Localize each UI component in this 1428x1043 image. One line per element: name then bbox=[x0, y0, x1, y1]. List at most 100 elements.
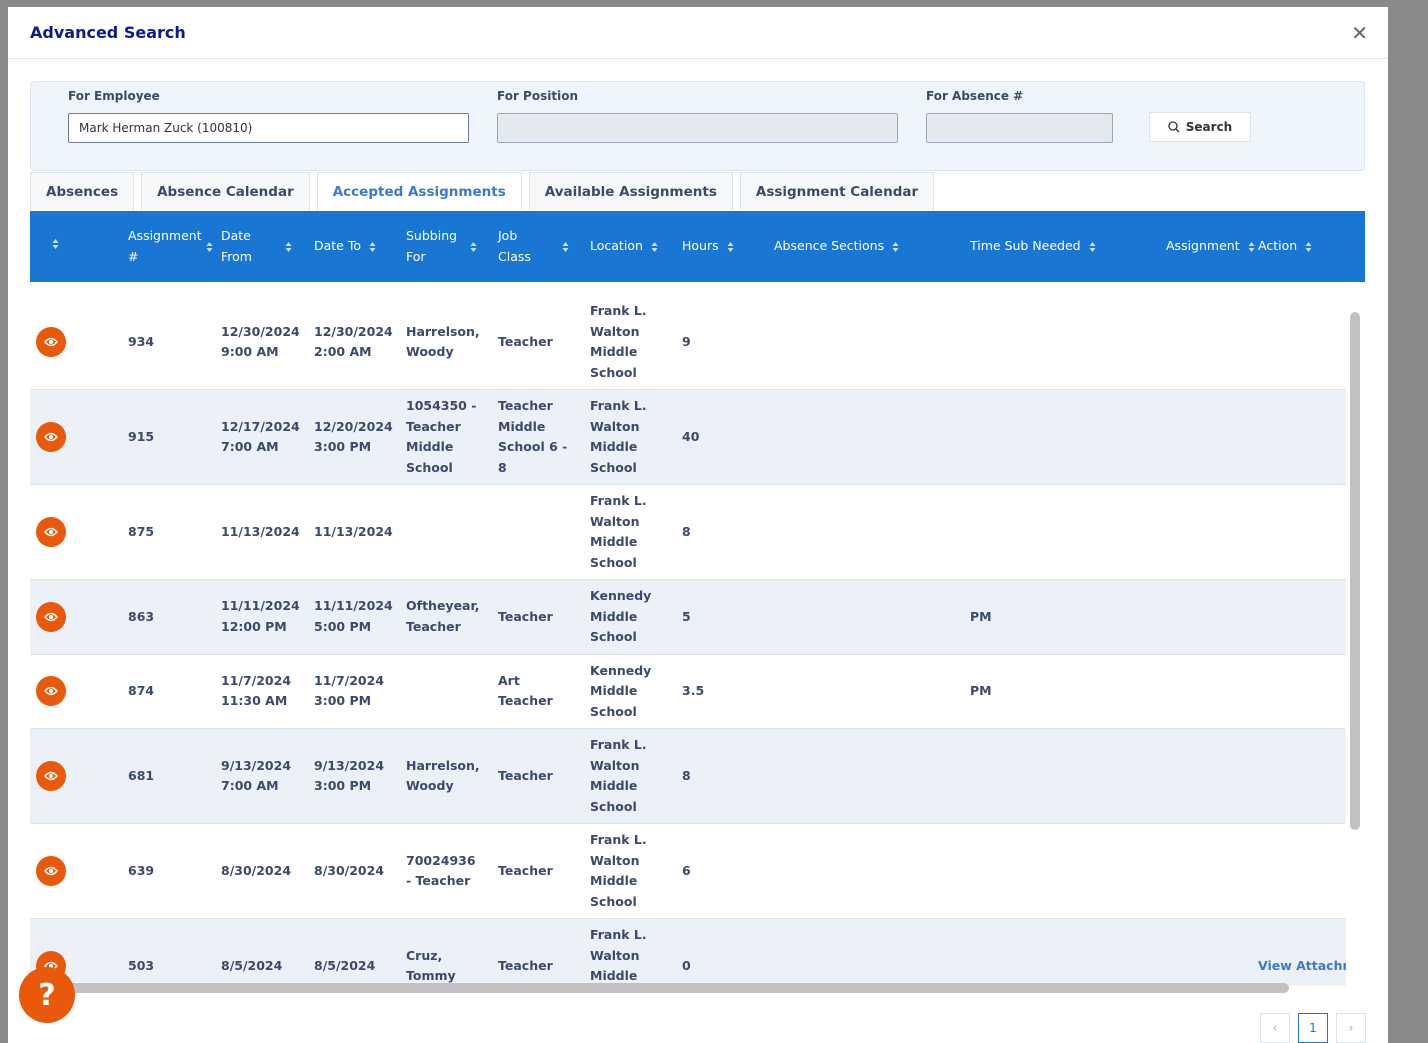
table-cell: 11/13/2024 bbox=[213, 485, 306, 580]
table-header: Assignment # Date From Date To Subbing For J… bbox=[30, 211, 1365, 282]
vertical-scrollbar[interactable] bbox=[1350, 312, 1360, 830]
sort-icon[interactable] bbox=[52, 238, 59, 250]
dialog: Advanced Search ✕ For Employee Mark Herm… bbox=[8, 7, 1388, 1043]
search-label: Search bbox=[1185, 120, 1233, 134]
table-cell: 11/13/2024 bbox=[306, 485, 398, 580]
table-row: 639 8/30/2024 8/30/2024 70024936 - Teacher T… bbox=[30, 824, 1346, 919]
page-number[interactable]: 1 bbox=[1298, 1013, 1328, 1043]
sort-icon[interactable] bbox=[1305, 241, 1312, 253]
table-cell bbox=[962, 283, 1158, 390]
prev-page[interactable]: ‹ bbox=[1260, 1013, 1290, 1043]
table-cell: Art Teacher bbox=[490, 654, 582, 729]
next-page[interactable]: › bbox=[1336, 1013, 1366, 1043]
sort-icon[interactable] bbox=[727, 241, 734, 253]
view-button[interactable] bbox=[36, 676, 66, 707]
table-cell: Frank L. Walton Middle School bbox=[582, 919, 674, 987]
cell-text: 0 bbox=[682, 957, 691, 973]
cell-text: 8/30/2024 bbox=[314, 862, 385, 878]
sort-icon[interactable] bbox=[1089, 241, 1096, 253]
table-cell bbox=[1158, 654, 1250, 729]
header-cell: Action bbox=[1250, 211, 1346, 282]
sort-icon[interactable] bbox=[206, 241, 213, 253]
eye-icon bbox=[44, 527, 58, 537]
table-cell: 8/30/2024 bbox=[213, 824, 306, 919]
sort-icon[interactable] bbox=[470, 241, 477, 253]
table-cell: Teacher bbox=[490, 729, 582, 824]
employee-input[interactable]: Mark Herman Zuck (100810) bbox=[68, 113, 469, 143]
cell-text: 9 bbox=[682, 333, 691, 349]
sort-icon[interactable] bbox=[651, 241, 658, 253]
sort-icon[interactable] bbox=[892, 241, 899, 253]
cell-text: 875 bbox=[128, 523, 155, 539]
filter-label: For Position bbox=[497, 89, 578, 103]
dialog-title: Advanced Search bbox=[30, 23, 186, 42]
tab[interactable]: Assignment Calendar bbox=[739, 172, 935, 210]
table-cell: 11/7/2024 3:00 PM bbox=[306, 654, 398, 729]
header-wrap: Date To bbox=[314, 236, 376, 257]
action-link[interactable]: View Attachments bbox=[1258, 957, 1346, 973]
header-wrap: Location bbox=[590, 236, 658, 257]
tab[interactable]: Available Assignments bbox=[528, 172, 733, 210]
header-cell: Assignment # bbox=[120, 211, 213, 282]
cell-text: 681 bbox=[128, 767, 155, 783]
search-button[interactable]: Search bbox=[1149, 112, 1251, 142]
column-header: Action bbox=[1258, 238, 1298, 254]
table-cell bbox=[962, 824, 1158, 919]
table-cell: 9 bbox=[674, 283, 766, 390]
view-button[interactable] bbox=[36, 517, 66, 547]
filter-label: For Employee bbox=[68, 89, 160, 103]
view-button[interactable] bbox=[36, 601, 66, 632]
view-button[interactable] bbox=[36, 761, 66, 791]
close-button[interactable]: ✕ bbox=[1351, 21, 1368, 45]
table-row: 681 9/13/2024 7:00 AM 9/13/2024 3:00 PM Har… bbox=[30, 728, 1346, 824]
table-cell: Cruz, Tommy bbox=[398, 919, 490, 987]
header-cell bbox=[30, 211, 120, 282]
sort-icon[interactable] bbox=[562, 241, 569, 253]
tab[interactable]: Absence Calendar bbox=[141, 172, 310, 210]
table-body: 934 12/30/2024 9:00 AM 12/30/2024 2:00 AM H… bbox=[30, 283, 1346, 986]
table-cell: 8/5/2024 bbox=[306, 919, 398, 987]
table-cell bbox=[766, 919, 962, 987]
column-header: Location bbox=[590, 238, 643, 254]
table-cell: Frank L. Walton Middle School bbox=[582, 824, 674, 919]
view-button[interactable] bbox=[36, 327, 66, 357]
table-cell: Frank L. Walton Middle School bbox=[582, 729, 674, 824]
cell-text: 639 bbox=[128, 862, 155, 878]
table-cell: Teacher Middle School 6 - 8 bbox=[490, 390, 582, 485]
table-row: 874 11/7/2024 11:30 AM 11/7/2024 3:00 PM Ar… bbox=[30, 654, 1346, 729]
sort-icon[interactable] bbox=[285, 241, 292, 253]
sort-icon[interactable] bbox=[1248, 241, 1255, 253]
table-cell bbox=[1158, 824, 1250, 919]
table-cell: 5 bbox=[674, 580, 766, 655]
cell-text: 11/7/2024 3:00 PM bbox=[314, 672, 385, 709]
header-wrap: Absence Sections bbox=[774, 236, 899, 257]
table-cell: 70024936 - Teacher bbox=[398, 824, 490, 919]
tab-bar: Absences Absence Calendar Accepted Assignm… bbox=[30, 172, 935, 210]
table-cell: 12/17/2024 7:00 AM bbox=[213, 390, 306, 485]
sort-icon[interactable] bbox=[369, 241, 376, 253]
absence-input[interactable] bbox=[926, 113, 1113, 143]
table-cell bbox=[962, 919, 1158, 987]
cell-text: Frank L. Walton Middle School bbox=[590, 927, 647, 983]
cell-text: Kennedy Middle School bbox=[590, 588, 652, 644]
view-button[interactable] bbox=[36, 856, 66, 886]
cell-text: Frank L. Walton Middle School bbox=[590, 398, 647, 475]
cell-text: Teacher bbox=[498, 608, 553, 624]
column-header: Time Sub Needed bbox=[970, 238, 1081, 254]
tab[interactable]: Accepted Assignments bbox=[316, 172, 522, 210]
help-button[interactable]: ? bbox=[19, 967, 75, 1023]
table-cell bbox=[766, 654, 962, 729]
horizontal-scrollbar[interactable] bbox=[63, 983, 1289, 993]
eye-icon bbox=[44, 771, 58, 781]
table-cell: 3.5 bbox=[674, 654, 766, 729]
tab[interactable]: Absences bbox=[30, 172, 135, 210]
position-input[interactable] bbox=[497, 113, 898, 143]
view-button[interactable] bbox=[36, 422, 66, 452]
search-icon bbox=[1168, 121, 1180, 133]
filter-label: For Absence # bbox=[926, 89, 1024, 103]
table-cell bbox=[1158, 390, 1250, 485]
table-cell: Teacher bbox=[490, 919, 582, 987]
table-cell bbox=[1250, 729, 1346, 824]
table-cell bbox=[1158, 729, 1250, 824]
